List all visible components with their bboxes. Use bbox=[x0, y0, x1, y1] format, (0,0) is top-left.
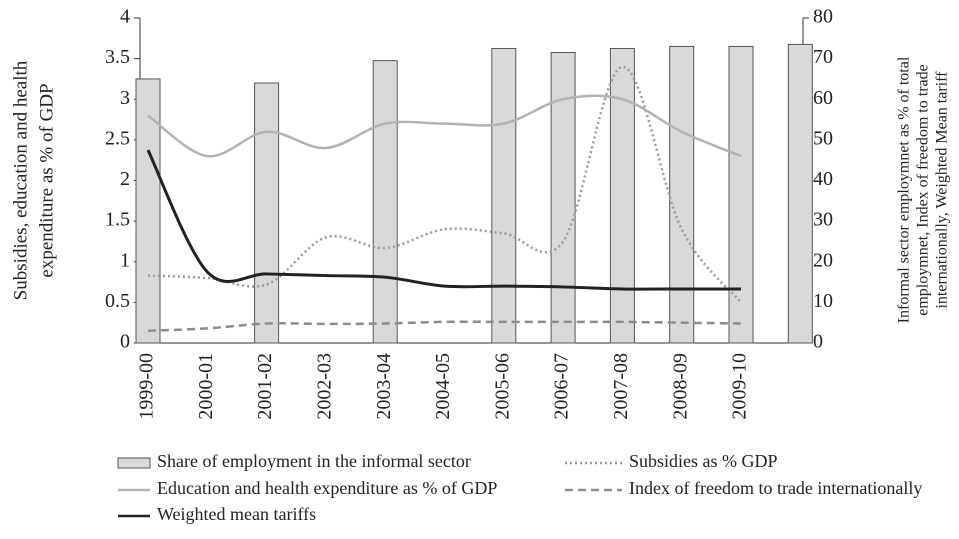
y-tick-label: 3 bbox=[120, 87, 130, 109]
legend-label: Index of freedom to trade internationall… bbox=[629, 478, 922, 498]
y2-tick-label: 20 bbox=[813, 249, 833, 271]
y2-tick-label: 40 bbox=[813, 168, 833, 190]
bar bbox=[254, 82, 280, 344]
x-tick-label: 2002-03 bbox=[313, 353, 335, 420]
x-tick-label: 2004-05 bbox=[432, 353, 454, 420]
legend-label: Subsidies as % GDP bbox=[629, 451, 778, 471]
legend-label: Education and health expenditure as % of… bbox=[157, 478, 497, 498]
y2-tick-label: 0 bbox=[813, 331, 823, 353]
bar bbox=[609, 47, 635, 344]
y-axis-title: Subsidies, education and health bbox=[10, 60, 31, 300]
legend-label: Share of employment in the informal sect… bbox=[157, 451, 471, 471]
y-tick-label: 3.5 bbox=[105, 46, 130, 68]
x-tick-label: 2005-06 bbox=[491, 353, 513, 420]
y-tick-label: 2.5 bbox=[105, 127, 130, 149]
x-tick-label: 2008-09 bbox=[669, 353, 691, 420]
line bbox=[146, 149, 741, 291]
bar bbox=[669, 45, 695, 344]
y-tick-label: 0.5 bbox=[105, 290, 130, 312]
x-tick-label: 2007-08 bbox=[610, 353, 632, 420]
y-tick-label: 2 bbox=[120, 168, 130, 190]
y-tick-label: 0 bbox=[120, 331, 130, 353]
line bbox=[147, 320, 742, 333]
y-axis-title: expenditure as % of GDP bbox=[36, 83, 57, 277]
y2-tick-label: 80 bbox=[813, 6, 833, 28]
bar bbox=[372, 60, 398, 344]
y2-axis-title: Informal sector employmnet as % of total bbox=[896, 56, 913, 323]
y2-tick-label: 30 bbox=[813, 209, 833, 231]
bar bbox=[787, 43, 813, 344]
y2-axis-title: employmnet, Index of freedom to trade bbox=[915, 64, 932, 315]
y-tick-label: 1.5 bbox=[105, 209, 130, 231]
bar bbox=[135, 78, 161, 344]
y2-axis-title: internationally, Weighted Mean tariff bbox=[934, 71, 951, 309]
line bbox=[147, 65, 742, 304]
y2-tick-label: 50 bbox=[813, 127, 833, 149]
bar bbox=[728, 45, 754, 344]
x-tick-label: 2000-01 bbox=[195, 353, 217, 420]
line bbox=[147, 94, 742, 158]
y2-tick-label: 60 bbox=[813, 87, 833, 109]
x-tick-label: 2001-02 bbox=[254, 353, 276, 420]
y2-tick-label: 70 bbox=[813, 46, 833, 68]
x-tick-label: 2003-04 bbox=[373, 353, 395, 420]
x-tick-label: 2006-07 bbox=[551, 353, 573, 420]
y2-tick-label: 10 bbox=[813, 290, 833, 312]
legend-label: Weighted mean tariffs bbox=[157, 504, 316, 524]
legend-swatch bbox=[117, 457, 151, 469]
x-tick-label: 1999-00 bbox=[136, 353, 158, 420]
y-tick-label: 4 bbox=[120, 6, 130, 28]
bar bbox=[491, 47, 517, 344]
bar bbox=[550, 52, 576, 344]
y-tick-label: 1 bbox=[120, 249, 130, 271]
x-tick-label: 2009-10 bbox=[729, 353, 751, 420]
